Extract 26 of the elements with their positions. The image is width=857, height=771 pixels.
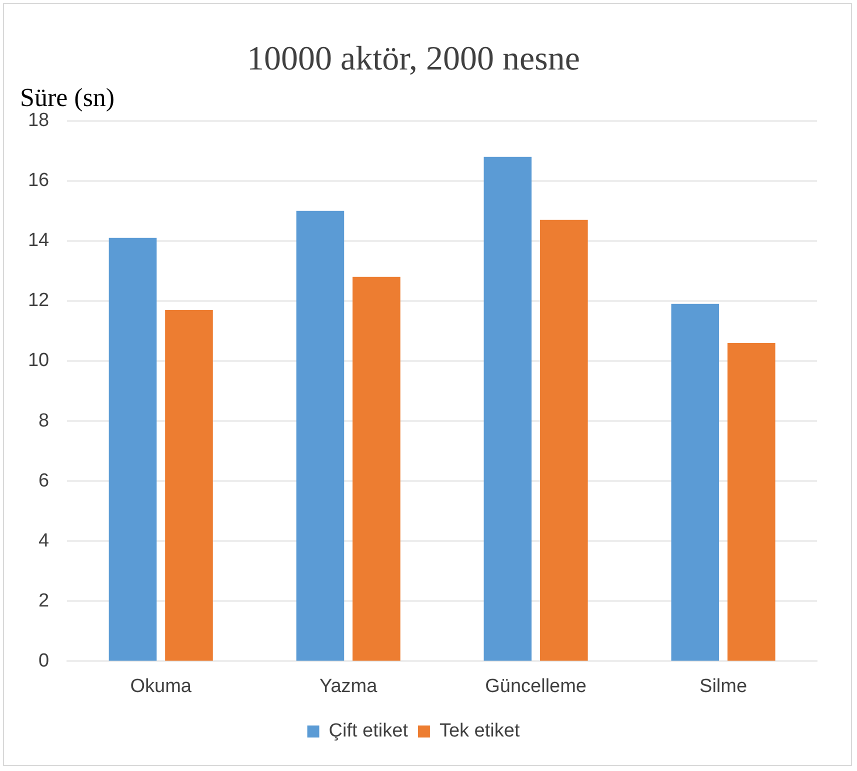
x-tick-label: Silme [700,676,748,697]
bar [671,304,720,661]
y-tick-label: 6 [38,470,50,492]
y-tick-label: 14 [28,230,50,252]
y-tick-label: 2 [38,590,50,612]
x-tick-label: Yazma [319,676,378,697]
chart-title: 10000 aktör, 2000 nesne [247,40,580,78]
legend-label: Tek etiket [439,720,520,742]
y-tick-label: 10 [28,350,50,372]
bar [352,276,400,661]
bar [540,220,588,661]
y-tick-label: 12 [28,290,50,312]
bar [484,156,532,661]
bar [727,342,776,661]
y-axis-title: Süre (sn) [20,83,115,112]
bar [165,310,213,661]
y-tick-label: 0 [38,650,50,672]
y-tick-label: 4 [38,530,50,552]
x-tick-label: Okuma [130,676,192,697]
bar [108,238,157,661]
x-tick-label: Güncelleme [485,676,586,697]
y-tick-label: 16 [28,170,50,192]
legend-label: Çift etiket [328,720,409,742]
bar [296,210,344,661]
y-tick-label: 8 [38,410,50,432]
y-tick-label: 18 [28,110,50,132]
